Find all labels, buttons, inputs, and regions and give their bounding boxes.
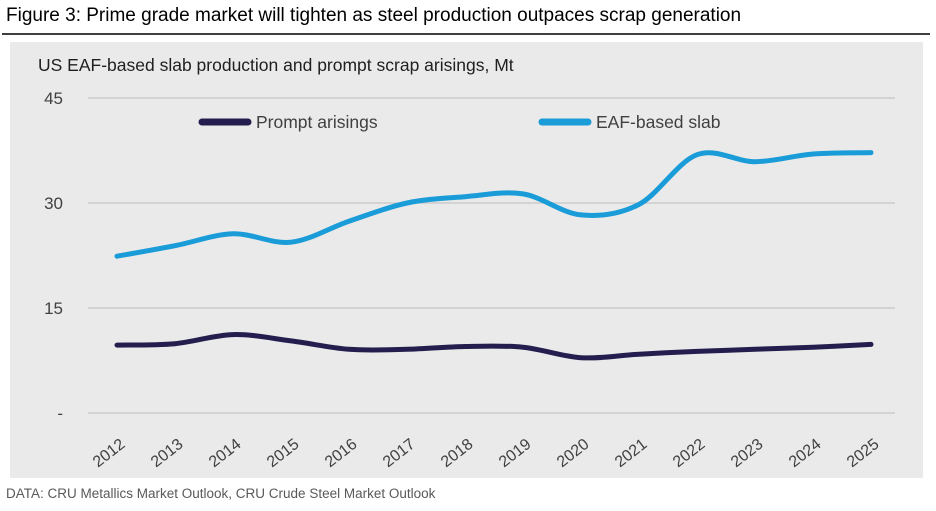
y-tick-label: -	[57, 404, 63, 423]
figure-title: Figure 3: Prime grade market will tighte…	[6, 5, 742, 26]
y-tick-label: 45	[44, 89, 63, 108]
legend-label-eaf-based-slab: EAF-based slab	[596, 112, 721, 132]
y-tick-label: 15	[44, 299, 63, 318]
x-tick-label: 2018	[438, 436, 477, 471]
x-tick-label: 2014	[206, 436, 245, 471]
x-tick-label: 2025	[844, 436, 883, 471]
series-line-eaf-based-slab	[114, 150, 874, 259]
x-tick-label: 2020	[554, 436, 593, 471]
x-tick-label: 2021	[612, 436, 651, 471]
x-tick-label: 2012	[90, 436, 129, 471]
x-tick-label: 2016	[322, 436, 361, 471]
data-source: DATA: CRU Metallics Market Outlook, CRU …	[6, 486, 436, 501]
title-underline	[2, 33, 930, 35]
x-tick-label: 2019	[496, 436, 535, 471]
x-tick-label: 2015	[264, 436, 303, 471]
y-tick-label: 30	[44, 194, 63, 213]
x-tick-label: 2022	[670, 436, 709, 471]
x-tick-label: 2023	[728, 436, 767, 471]
x-tick-label: 2024	[786, 436, 825, 471]
chart-subtitle: US EAF-based slab production and prompt …	[38, 55, 514, 75]
x-tick-label: 2013	[148, 436, 187, 471]
x-tick-label: 2017	[380, 436, 419, 471]
chart-panel	[10, 42, 923, 478]
legend-label-prompt-arisings: Prompt arisings	[256, 112, 378, 132]
series-line-prompt-arisings	[114, 332, 874, 361]
